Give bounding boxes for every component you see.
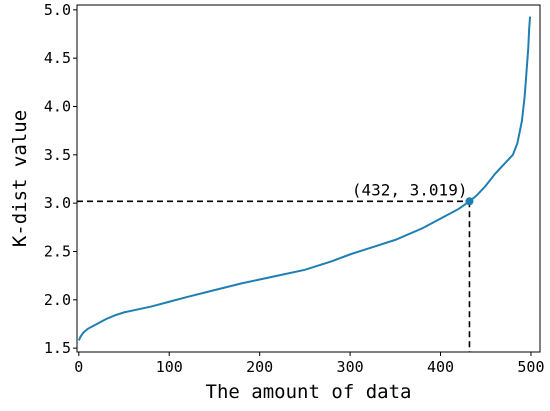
guide-lines <box>77 200 471 352</box>
y-tick-label: 2.5 <box>44 242 71 260</box>
y-tick-label: 3.5 <box>44 146 71 164</box>
y-tick-label: 2.0 <box>44 291 71 309</box>
x-tick-label: 500 <box>517 358 544 376</box>
x-axis-label: The amount of data <box>206 381 412 403</box>
axes-frame <box>76 4 541 353</box>
y-tick-label: 4.5 <box>44 49 71 67</box>
y-tick-label: 3.0 <box>44 194 71 212</box>
annotation-label: (432, 3.019) <box>352 180 468 199</box>
series-line <box>77 16 532 341</box>
x-tick-label: 0 <box>74 358 83 376</box>
annotation-marker <box>465 197 474 206</box>
x-tick-label: 300 <box>337 358 364 376</box>
x-tick-label: 400 <box>427 358 454 376</box>
y-tick-label: 5.0 <box>44 1 71 19</box>
x-tick-label: 100 <box>156 358 183 376</box>
x-tick-label: 200 <box>246 358 273 376</box>
y-tick-label: 4.0 <box>44 97 71 115</box>
y-axis-ticks: 1.5 2.0 2.5 3.0 3.5 4.0 4.5 5.0 <box>44 1 77 357</box>
x-axis-ticks: 0 100 200 300 400 500 <box>74 352 545 376</box>
y-tick-label: 1.5 <box>44 339 71 357</box>
y-axis-label: K-dist value <box>9 110 31 247</box>
